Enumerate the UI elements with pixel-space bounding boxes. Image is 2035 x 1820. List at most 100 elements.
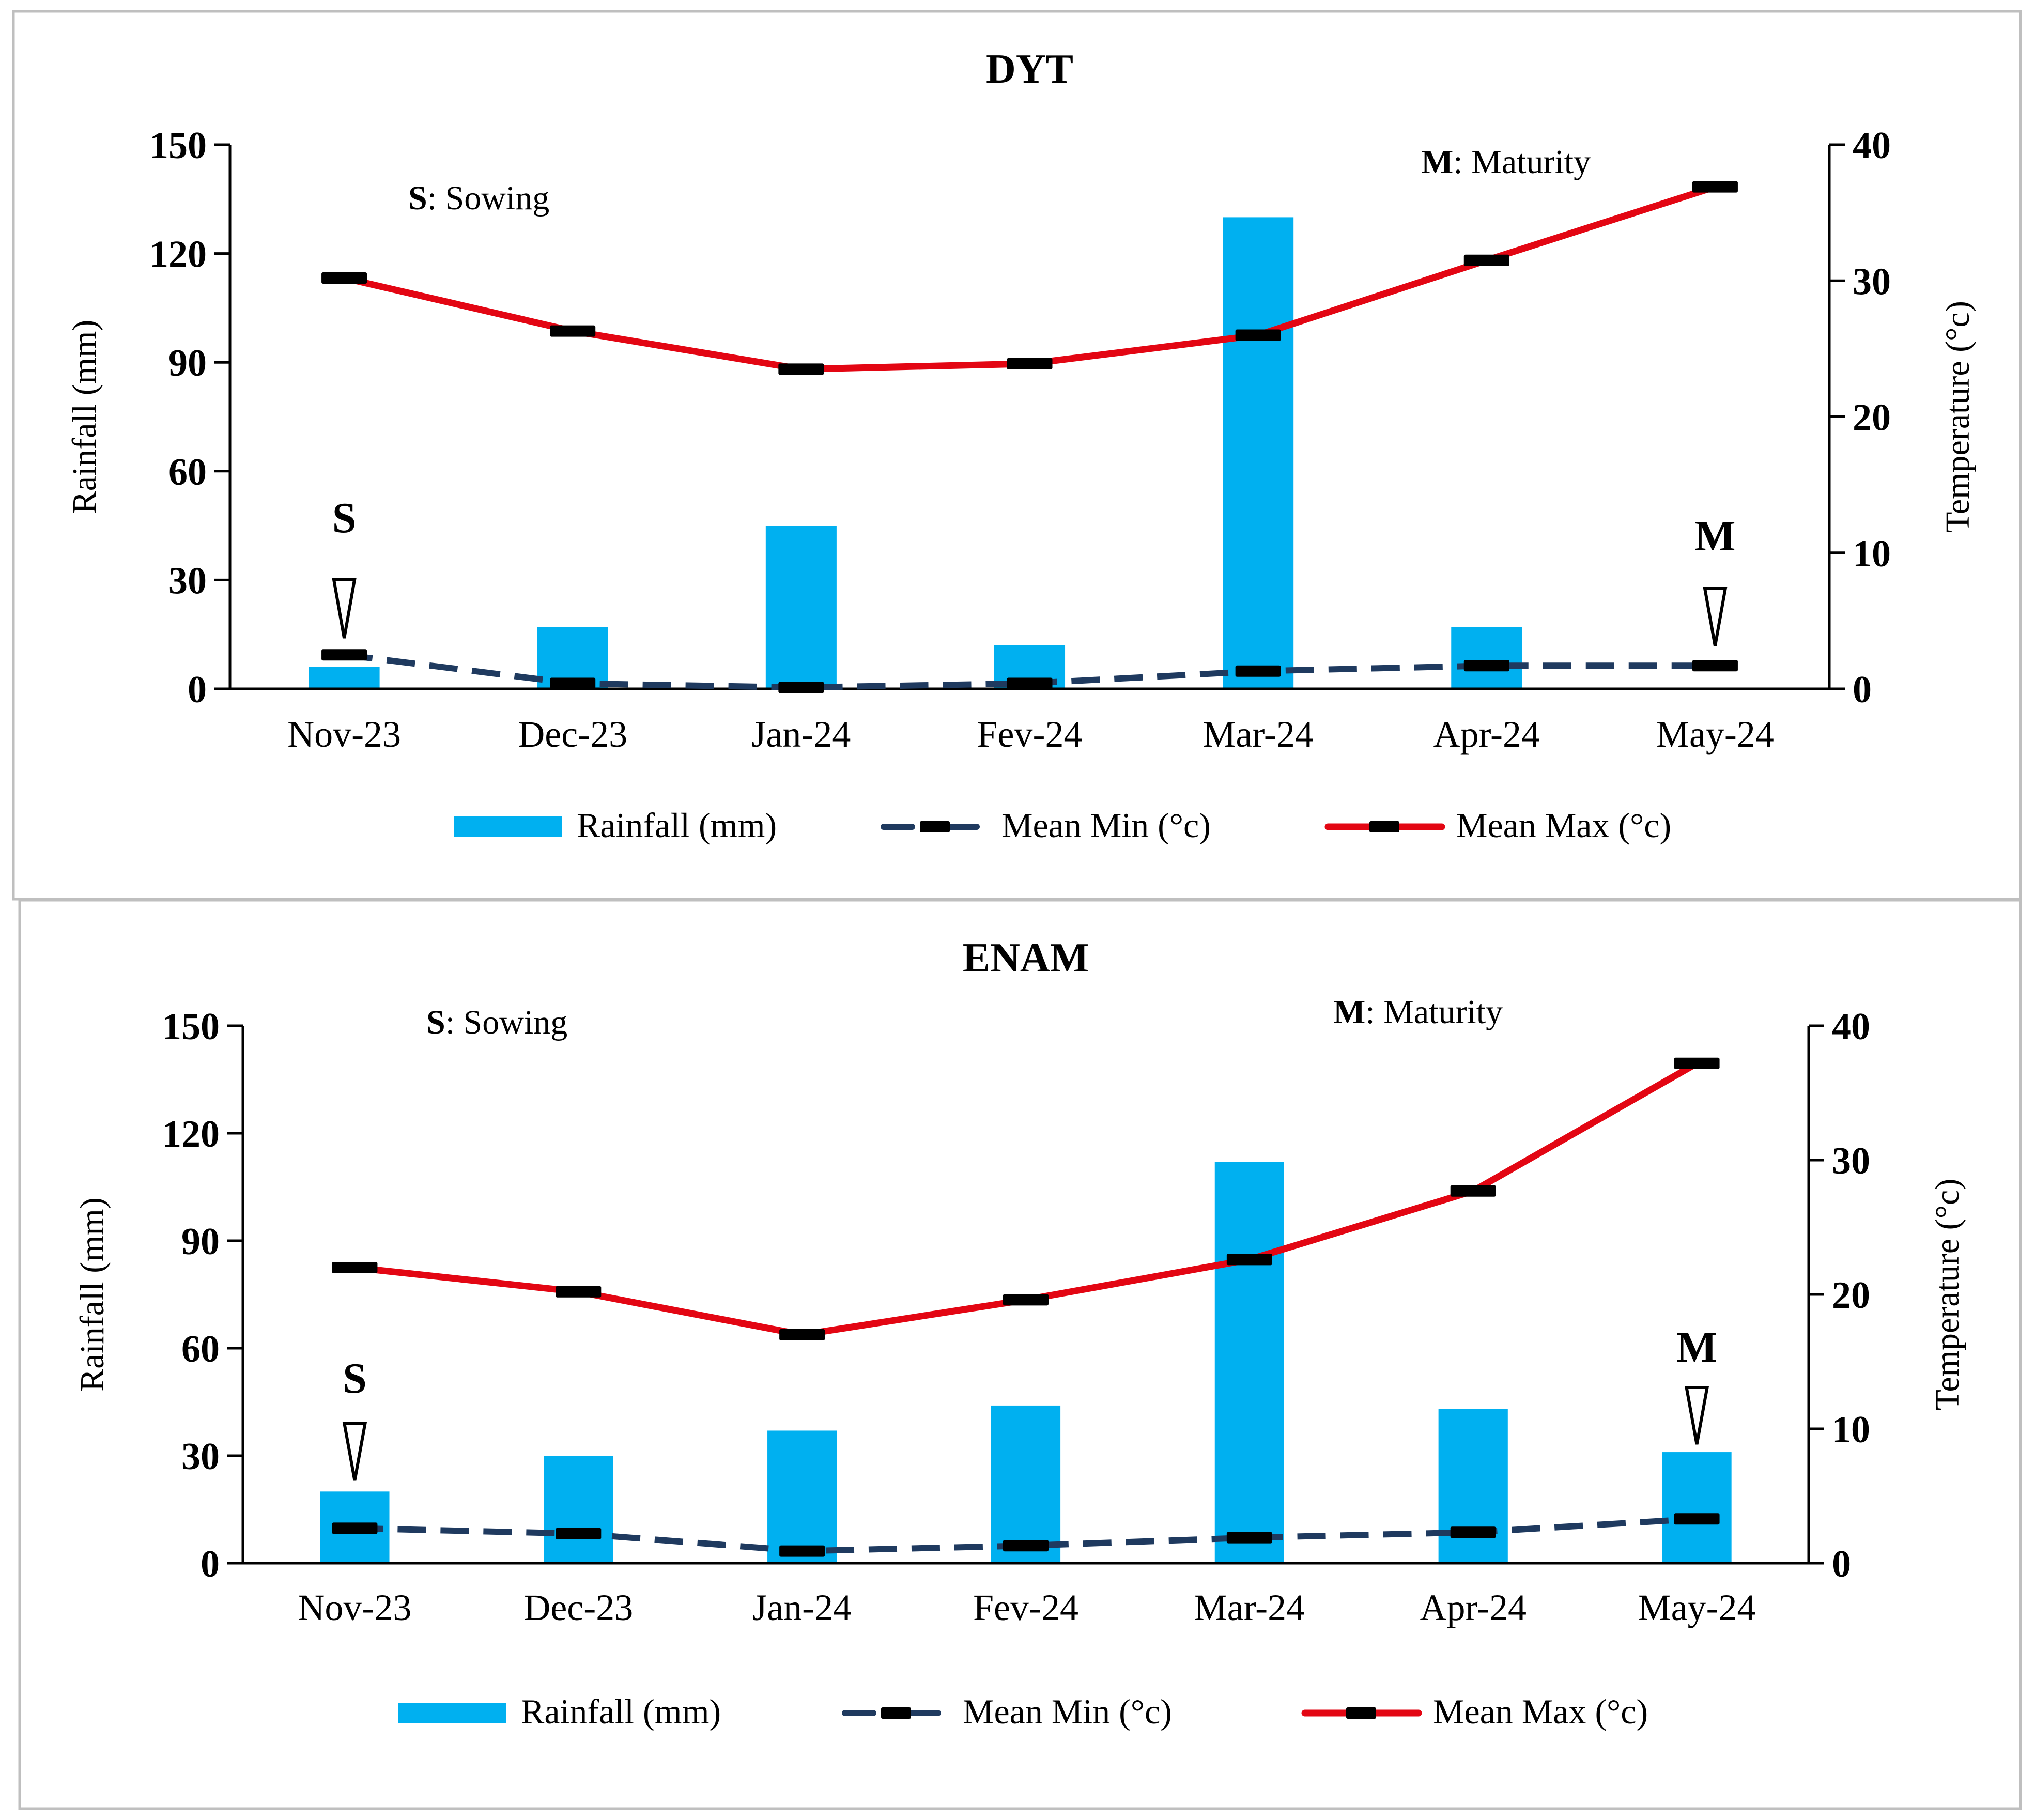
right-tick-label: 0 <box>1832 1543 1851 1585</box>
legend-mean-min-point <box>920 821 950 832</box>
left-tick-label: 30 <box>181 1436 220 1478</box>
right-tick-label: 30 <box>1853 260 1891 303</box>
rainfall-bar <box>991 1405 1061 1563</box>
mean-max-point <box>550 325 596 337</box>
right-tick-label: 40 <box>1832 1006 1870 1048</box>
mean-min-point <box>1692 660 1738 672</box>
left-tick-label: 90 <box>181 1221 220 1263</box>
mean-max-point <box>1226 1254 1272 1266</box>
left-tick-label: 0 <box>201 1543 220 1585</box>
left-tick-label: 120 <box>162 1113 220 1155</box>
left-tick-label: 150 <box>149 125 207 167</box>
right-axis-label: Temperature (°c) <box>1939 301 1977 533</box>
sowing-marker-arrow-icon <box>342 1422 367 1481</box>
legend-rainfall-label: Rainfall (mm) <box>577 806 777 845</box>
maturity-marker-arrow-icon <box>1684 1386 1709 1445</box>
rainfall-bar <box>1438 1409 1508 1563</box>
legend-rainfall-swatch <box>454 816 562 837</box>
mean-min-point <box>332 1522 378 1534</box>
right-tick-label: 20 <box>1853 397 1891 439</box>
x-tick-label: Jan-24 <box>752 1587 852 1628</box>
x-tick-label: Jan-24 <box>751 714 851 755</box>
x-tick-label: Nov-23 <box>298 1587 411 1628</box>
legend-mean-max-point <box>1369 821 1399 832</box>
left-tick-label: 120 <box>149 234 207 276</box>
x-tick-label: Mar-24 <box>1194 1587 1305 1628</box>
rainfall-bar <box>1662 1452 1732 1563</box>
maturity-note: M: Maturity <box>1333 993 1503 1031</box>
x-tick-label: Dec-23 <box>518 714 627 755</box>
sowing-marker-label: S <box>343 1354 367 1402</box>
legend-mean-max-point <box>1346 1707 1376 1719</box>
left-tick-label: 0 <box>188 669 207 711</box>
mean-min-point <box>1226 1532 1272 1544</box>
legend-rainfall-label: Rainfall (mm) <box>521 1692 721 1731</box>
x-tick-label: Apr-24 <box>1433 714 1540 755</box>
legend-mean-min-label: Mean Min (°c) <box>1001 806 1211 845</box>
sowing-marker-arrow-icon <box>332 578 357 639</box>
legend-rainfall-swatch <box>398 1703 506 1723</box>
mean-max-point <box>1674 1057 1720 1069</box>
right-tick-label: 40 <box>1853 125 1891 167</box>
mean-max-point <box>332 1262 378 1273</box>
sowing-marker-label: S <box>332 494 357 542</box>
mean-max-point <box>1235 329 1281 341</box>
rainfall-bar <box>765 526 837 689</box>
left-tick-label: 30 <box>168 560 207 602</box>
mean-min-point <box>1450 1526 1496 1538</box>
x-tick-label: Nov-23 <box>287 714 401 755</box>
mean-max-point <box>556 1286 602 1298</box>
rainfall-bar <box>544 1456 613 1563</box>
mean-max-point <box>1450 1185 1496 1197</box>
mean-max-point <box>1463 254 1509 266</box>
mean-max-point <box>778 363 824 375</box>
legend-mean-min-label: Mean Min (°c) <box>963 1692 1172 1731</box>
x-tick-label: Fev-24 <box>973 1587 1078 1628</box>
panel-frame-dyt <box>12 10 2022 901</box>
legend-mean-max-label: Mean Max (°c) <box>1433 1692 1648 1731</box>
mean-max-point <box>779 1329 825 1340</box>
right-tick-label: 10 <box>1853 533 1891 575</box>
rainfall-bar <box>767 1430 837 1563</box>
sowing-note: S: Sowing <box>426 1004 567 1041</box>
chart-title: ENAM <box>963 935 1089 981</box>
mean-min-point <box>779 1545 825 1557</box>
chart-dyt: DYT 0 30 60 90 120 150 0 10 20 30 40 Nov-23 Dec-23 Jan… <box>66 47 1977 845</box>
mean-min-point <box>1003 1540 1049 1552</box>
left-axis-label: Rainfall (mm) <box>66 320 103 514</box>
x-tick-label: Mar-24 <box>1202 714 1314 755</box>
maturity-marker-label: M <box>1676 1323 1717 1371</box>
x-tick-label: May-24 <box>1638 1587 1756 1628</box>
mean-min-point <box>321 649 367 661</box>
mean-min-point <box>1235 665 1281 677</box>
mean-min-point <box>1463 660 1509 672</box>
mean-min-point <box>556 1528 602 1539</box>
left-tick-label: 150 <box>162 1006 220 1048</box>
right-tick-label: 20 <box>1832 1274 1870 1317</box>
left-tick-label: 60 <box>168 451 207 493</box>
sowing-note: S: Sowing <box>408 179 549 217</box>
left-axis-label: Rainfall (mm) <box>73 1197 111 1392</box>
left-tick-label: 60 <box>181 1328 220 1370</box>
chart-title: DYT <box>986 47 1073 92</box>
legend-mean-min-point <box>881 1707 911 1719</box>
right-tick-label: 10 <box>1832 1409 1870 1451</box>
right-axis-label: Temperature (°c) <box>1929 1179 1966 1411</box>
chart-enam: ENAM 0 30 60 90 120 150 0 10 20 30 40 Nov-23 Dec-23 Ja… <box>73 935 1966 1731</box>
rainfall-bar <box>1214 1162 1284 1563</box>
maturity-note: M: Maturity <box>1421 143 1591 181</box>
mean-max-point <box>1692 181 1738 193</box>
x-tick-label: May-24 <box>1656 714 1774 755</box>
mean-max-point <box>1003 1294 1049 1306</box>
mean-min-point <box>550 677 596 689</box>
x-tick-label: Fev-24 <box>977 714 1083 755</box>
rainfall-bar <box>1451 627 1522 689</box>
rainfall-bar <box>309 667 380 689</box>
rainfall-bar <box>1223 217 1294 689</box>
right-tick-label: 30 <box>1832 1140 1870 1182</box>
maturity-marker-label: M <box>1694 512 1735 560</box>
legend-mean-max-label: Mean Max (°c) <box>1456 806 1671 845</box>
mean-min-point <box>1674 1513 1720 1525</box>
mean-max-point <box>321 272 367 284</box>
